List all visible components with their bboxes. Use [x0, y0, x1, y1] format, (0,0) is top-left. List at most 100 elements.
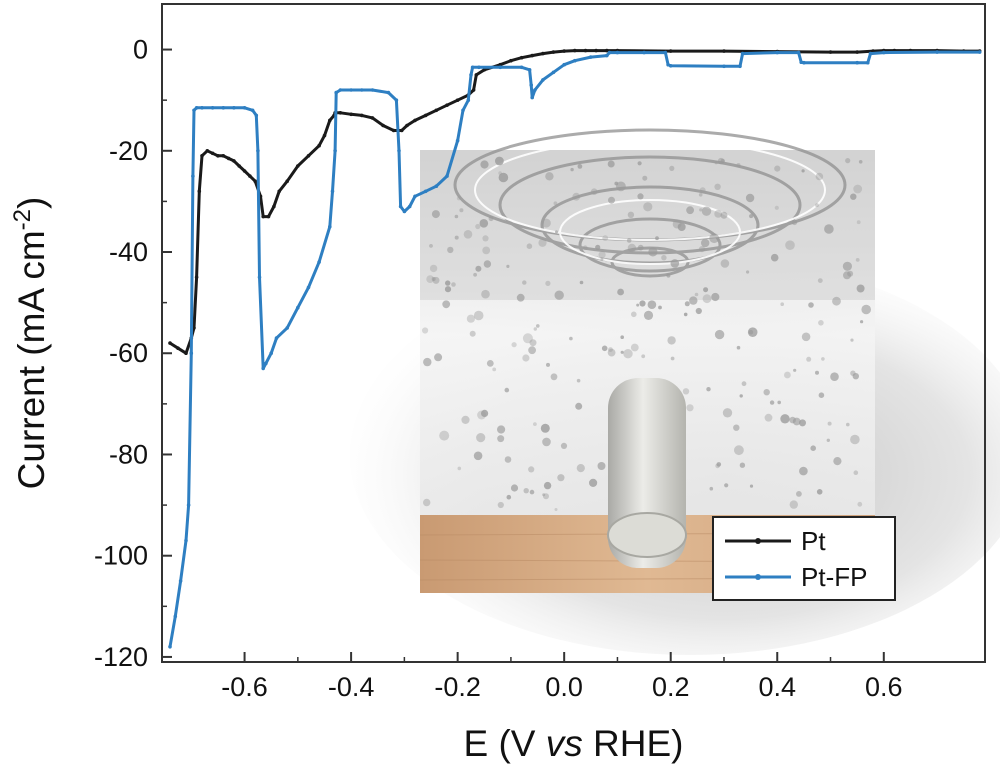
- y-tick-label: -120: [94, 642, 148, 672]
- bubble: [843, 271, 851, 280]
- data-point: [266, 214, 271, 219]
- data-point: [216, 154, 220, 158]
- bubble: [553, 201, 558, 206]
- bubble: [694, 292, 699, 297]
- bubble: [533, 327, 537, 331]
- data-point: [232, 106, 236, 110]
- y-tick-label: 0: [133, 35, 148, 65]
- bubble: [706, 387, 711, 392]
- bubble: [498, 171, 502, 175]
- bubble: [745, 193, 755, 203]
- data-point: [738, 64, 742, 69]
- data-point: [242, 106, 247, 110]
- data-point: [663, 50, 668, 55]
- bubble: [785, 240, 795, 250]
- bubble: [598, 251, 606, 259]
- data-point: [541, 78, 545, 82]
- data-point: [498, 62, 503, 67]
- bubble: [769, 400, 775, 405]
- data-point: [397, 149, 401, 153]
- bubble: [529, 489, 535, 495]
- data-point: [330, 189, 335, 194]
- bubble: [459, 208, 464, 213]
- bubble: [643, 202, 653, 212]
- bubble: [816, 489, 823, 495]
- data-point: [434, 184, 439, 188]
- x-axis-title: E (V vs RHE): [464, 723, 684, 764]
- legend-marker: [755, 538, 761, 544]
- bubble: [626, 238, 632, 243]
- bubble: [763, 389, 770, 396]
- bubble: [699, 187, 706, 194]
- bubble: [815, 370, 819, 375]
- bubble: [429, 264, 438, 273]
- data-point: [254, 113, 259, 118]
- bubble: [714, 161, 718, 165]
- data-point: [360, 88, 364, 92]
- data-point: [740, 51, 745, 56]
- data-point: [176, 346, 180, 351]
- bubble: [620, 350, 624, 354]
- bubble: [607, 160, 615, 168]
- bubble: [497, 435, 505, 443]
- bubble: [850, 338, 854, 342]
- bubble: [630, 343, 639, 352]
- bubble: [702, 294, 712, 304]
- x-tick-label: -0.6: [221, 672, 268, 702]
- bubble: [579, 280, 584, 285]
- data-point: [551, 50, 556, 54]
- bubble: [670, 356, 675, 361]
- data-point: [455, 98, 460, 102]
- data-point: [882, 50, 886, 55]
- bubble: [858, 160, 863, 164]
- bubble: [608, 196, 615, 204]
- data-point: [642, 50, 646, 55]
- bubble: [528, 466, 535, 473]
- data-point: [226, 156, 231, 161]
- bubble: [846, 422, 850, 427]
- data-point: [296, 164, 300, 168]
- bubble: [667, 336, 676, 345]
- data-point: [466, 98, 471, 102]
- bubble: [780, 414, 790, 424]
- bubble: [741, 381, 747, 387]
- legend-label-pt: Pt: [801, 526, 826, 556]
- bubble: [545, 280, 551, 286]
- bubble: [796, 491, 802, 497]
- data-point: [328, 118, 332, 123]
- bubble: [473, 451, 483, 461]
- data-point: [306, 285, 311, 290]
- data-point: [469, 73, 473, 77]
- bubble: [475, 265, 482, 272]
- data-point: [562, 49, 566, 53]
- bubble: [543, 481, 552, 490]
- legend-box: [712, 516, 896, 601]
- bubble: [608, 347, 613, 352]
- bubble: [473, 310, 484, 321]
- bubble: [601, 345, 608, 352]
- data-point: [413, 118, 417, 123]
- bubble: [749, 214, 754, 219]
- bubble: [670, 259, 680, 268]
- data-point: [232, 159, 236, 163]
- bubble: [627, 243, 637, 253]
- data-point: [796, 50, 801, 55]
- bubble: [538, 238, 547, 247]
- data-point: [509, 58, 513, 63]
- data-point: [605, 53, 609, 58]
- data-point: [455, 138, 460, 143]
- bubble: [466, 314, 475, 323]
- bubble: [661, 255, 667, 261]
- data-point: [391, 128, 396, 133]
- data-point: [394, 98, 399, 102]
- bubble: [463, 230, 473, 239]
- data-point: [237, 164, 241, 168]
- x-tick-label: 0.2: [652, 672, 690, 702]
- bubble: [826, 438, 830, 442]
- data-point: [615, 50, 620, 55]
- bubble: [715, 463, 720, 469]
- data-point: [541, 51, 545, 56]
- bubble: [746, 270, 750, 274]
- bubble: [546, 362, 550, 367]
- data-point: [562, 62, 566, 67]
